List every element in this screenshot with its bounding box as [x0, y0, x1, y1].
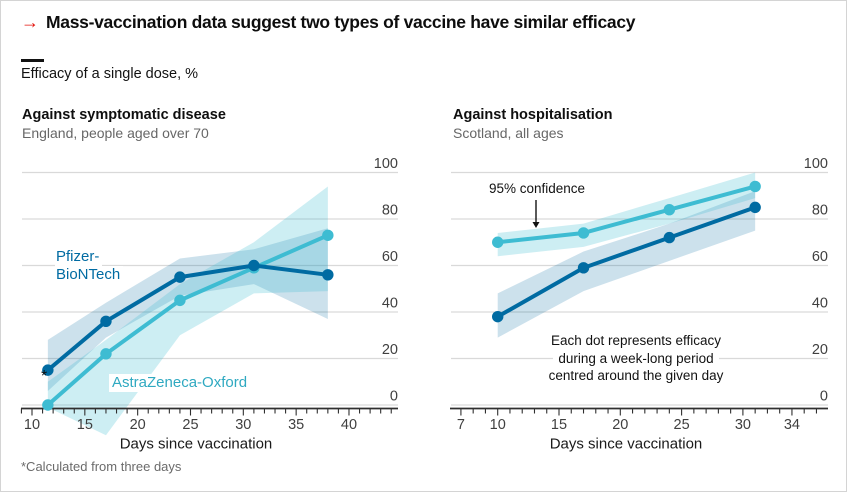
y-tick-label: 40	[382, 296, 398, 312]
data-point-astrazeneca-oxford	[492, 236, 504, 248]
data-point-pfizer-biontech	[248, 259, 260, 272]
y-tick-label: 20	[382, 342, 398, 358]
x-tick-label: 34	[784, 417, 800, 433]
x-tick-label: 20	[612, 417, 628, 433]
data-point-astrazeneca-oxford	[42, 399, 54, 411]
data-point-pfizer-biontech	[577, 262, 590, 274]
x-tick-label: 10	[24, 417, 40, 433]
y-tick-label: 60	[812, 249, 828, 265]
pfizer-series-label-line1: Pfizer-	[55, 248, 103, 266]
left-chart-title: Against symptomatic disease	[22, 107, 226, 123]
x-tick-label: 30	[735, 417, 751, 433]
confidence-band-pfizer-biontech	[497, 191, 756, 338]
dot-note-line1: Each dot represents efficacy	[545, 332, 727, 350]
left-chart-plot: 0 20 40 60 80 100 10 15 20 25 30 35 40 Days since vac…	[20, 156, 398, 453]
series-line-pfizer-biontech	[495, 205, 758, 319]
y-tick-label: 0	[820, 389, 828, 405]
confidence-interval-label: 95% confidence	[489, 181, 586, 196]
units-label: Efficacy of a single dose, %	[21, 66, 199, 82]
confidence-band-astrazeneca-oxford	[47, 186, 328, 436]
dot-note-line2: during a week-long period	[553, 349, 719, 367]
x-tick-label: 15	[77, 417, 93, 433]
series-line-astrazeneca-oxford	[495, 184, 758, 245]
data-point-astrazeneca-oxford	[322, 229, 334, 241]
red-arrow-icon: →	[21, 12, 39, 32]
annotation-arrow-head	[532, 222, 540, 228]
footnote: *Calculated from three days	[21, 459, 182, 474]
data-point-pfizer-biontech	[174, 271, 186, 283]
x-tick-label: 35	[288, 417, 304, 433]
y-tick-label: 20	[812, 342, 828, 358]
data-point-pfizer-biontech	[100, 315, 112, 327]
y-tick-label: 60	[382, 249, 398, 265]
y-tick-label: 100	[374, 156, 398, 172]
y-tick-label: 80	[382, 203, 398, 219]
y-tick-label: 100	[804, 156, 828, 172]
title-row: → Mass-vaccination data suggest two type…	[21, 12, 831, 33]
asterisk-marker: *	[41, 368, 48, 385]
x-tick-label: 20	[130, 417, 146, 433]
data-point-astrazeneca-oxford	[174, 294, 186, 307]
x-tick-label: 10	[490, 417, 506, 433]
data-point-astrazeneca-oxford	[577, 227, 590, 239]
data-point-astrazeneca-oxford	[663, 204, 676, 216]
y-tick-label: 80	[812, 203, 828, 219]
data-point-pfizer-biontech	[749, 201, 761, 214]
x-tick-label: 25	[182, 417, 198, 433]
right-chart-plot: 0 20 40 60 80 100 7 10 15 20 25 30 34 Days since vacc…	[450, 156, 828, 453]
left-chart-subtitle: England, people aged over 70	[22, 125, 209, 141]
x-tick-label: 7	[457, 417, 465, 433]
x-tick-label: 15	[551, 417, 567, 433]
x-tick-label: 40	[341, 417, 357, 433]
pfizer-series-label-line2: BioNTech	[55, 266, 124, 284]
data-point-pfizer-biontech	[492, 310, 504, 323]
right-chart-subtitle: Scotland, all ages	[453, 125, 564, 141]
x-tick-label: 25	[674, 417, 690, 433]
data-point-pfizer-biontech	[42, 364, 54, 376]
y-tick-label: 0	[390, 389, 398, 405]
data-point-pfizer-biontech	[322, 269, 334, 281]
data-point-astrazeneca-oxford	[100, 348, 112, 360]
astrazeneca-series-label: AstraZeneca-Oxford	[109, 374, 251, 392]
x-axis-title: Days since vaccination	[550, 436, 703, 453]
x-tick-label: 30	[235, 417, 251, 433]
dot-explanation-note: Each dot represents efficacy during a we…	[461, 332, 811, 385]
right-chart-title: Against hospitalisation	[453, 107, 613, 123]
data-point-pfizer-biontech	[663, 231, 676, 244]
y-tick-label: 40	[812, 296, 828, 312]
pfizer-series-label: Pfizer- BioNTech	[55, 248, 124, 284]
data-point-astrazeneca-oxford	[749, 180, 761, 193]
x-axis-title: Days since vaccination	[120, 436, 273, 453]
kicker-tick-line	[21, 59, 44, 62]
page-title: Mass-vaccination data suggest two types …	[46, 12, 636, 32]
dot-note-line3: centred around the given day	[543, 367, 729, 385]
